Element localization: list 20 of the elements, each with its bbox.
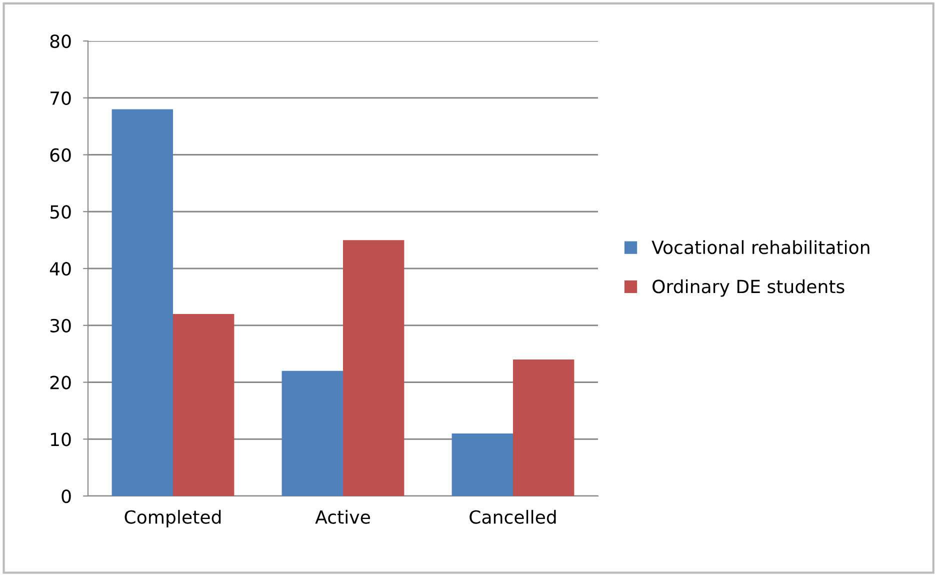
y-tick-label: 10: [51, 432, 71, 446]
y-tick-label: 40: [50, 262, 71, 276]
y-tick-label: 50: [50, 205, 71, 219]
bar: [112, 109, 173, 496]
x-tick-label: Completed: [124, 510, 221, 528]
bar: [452, 433, 513, 496]
bar: [343, 240, 404, 496]
y-tick-label: 60: [50, 148, 71, 162]
bar: [173, 314, 234, 496]
y-tick-label: 20: [50, 376, 71, 390]
legend-label: Vocational rehabilitation: [652, 240, 870, 254]
legend-label: Ordinary DE students: [652, 279, 844, 297]
y-tick-label: 70: [50, 91, 71, 105]
y-tick-label: 30: [50, 318, 71, 332]
y-tick-label: 0: [62, 489, 71, 504]
bar: [282, 370, 343, 496]
y-tick-label: 80: [50, 34, 71, 48]
x-tick-label: Active: [315, 510, 370, 524]
x-tick-label: Cancelled: [470, 510, 556, 524]
bar: [513, 360, 574, 496]
